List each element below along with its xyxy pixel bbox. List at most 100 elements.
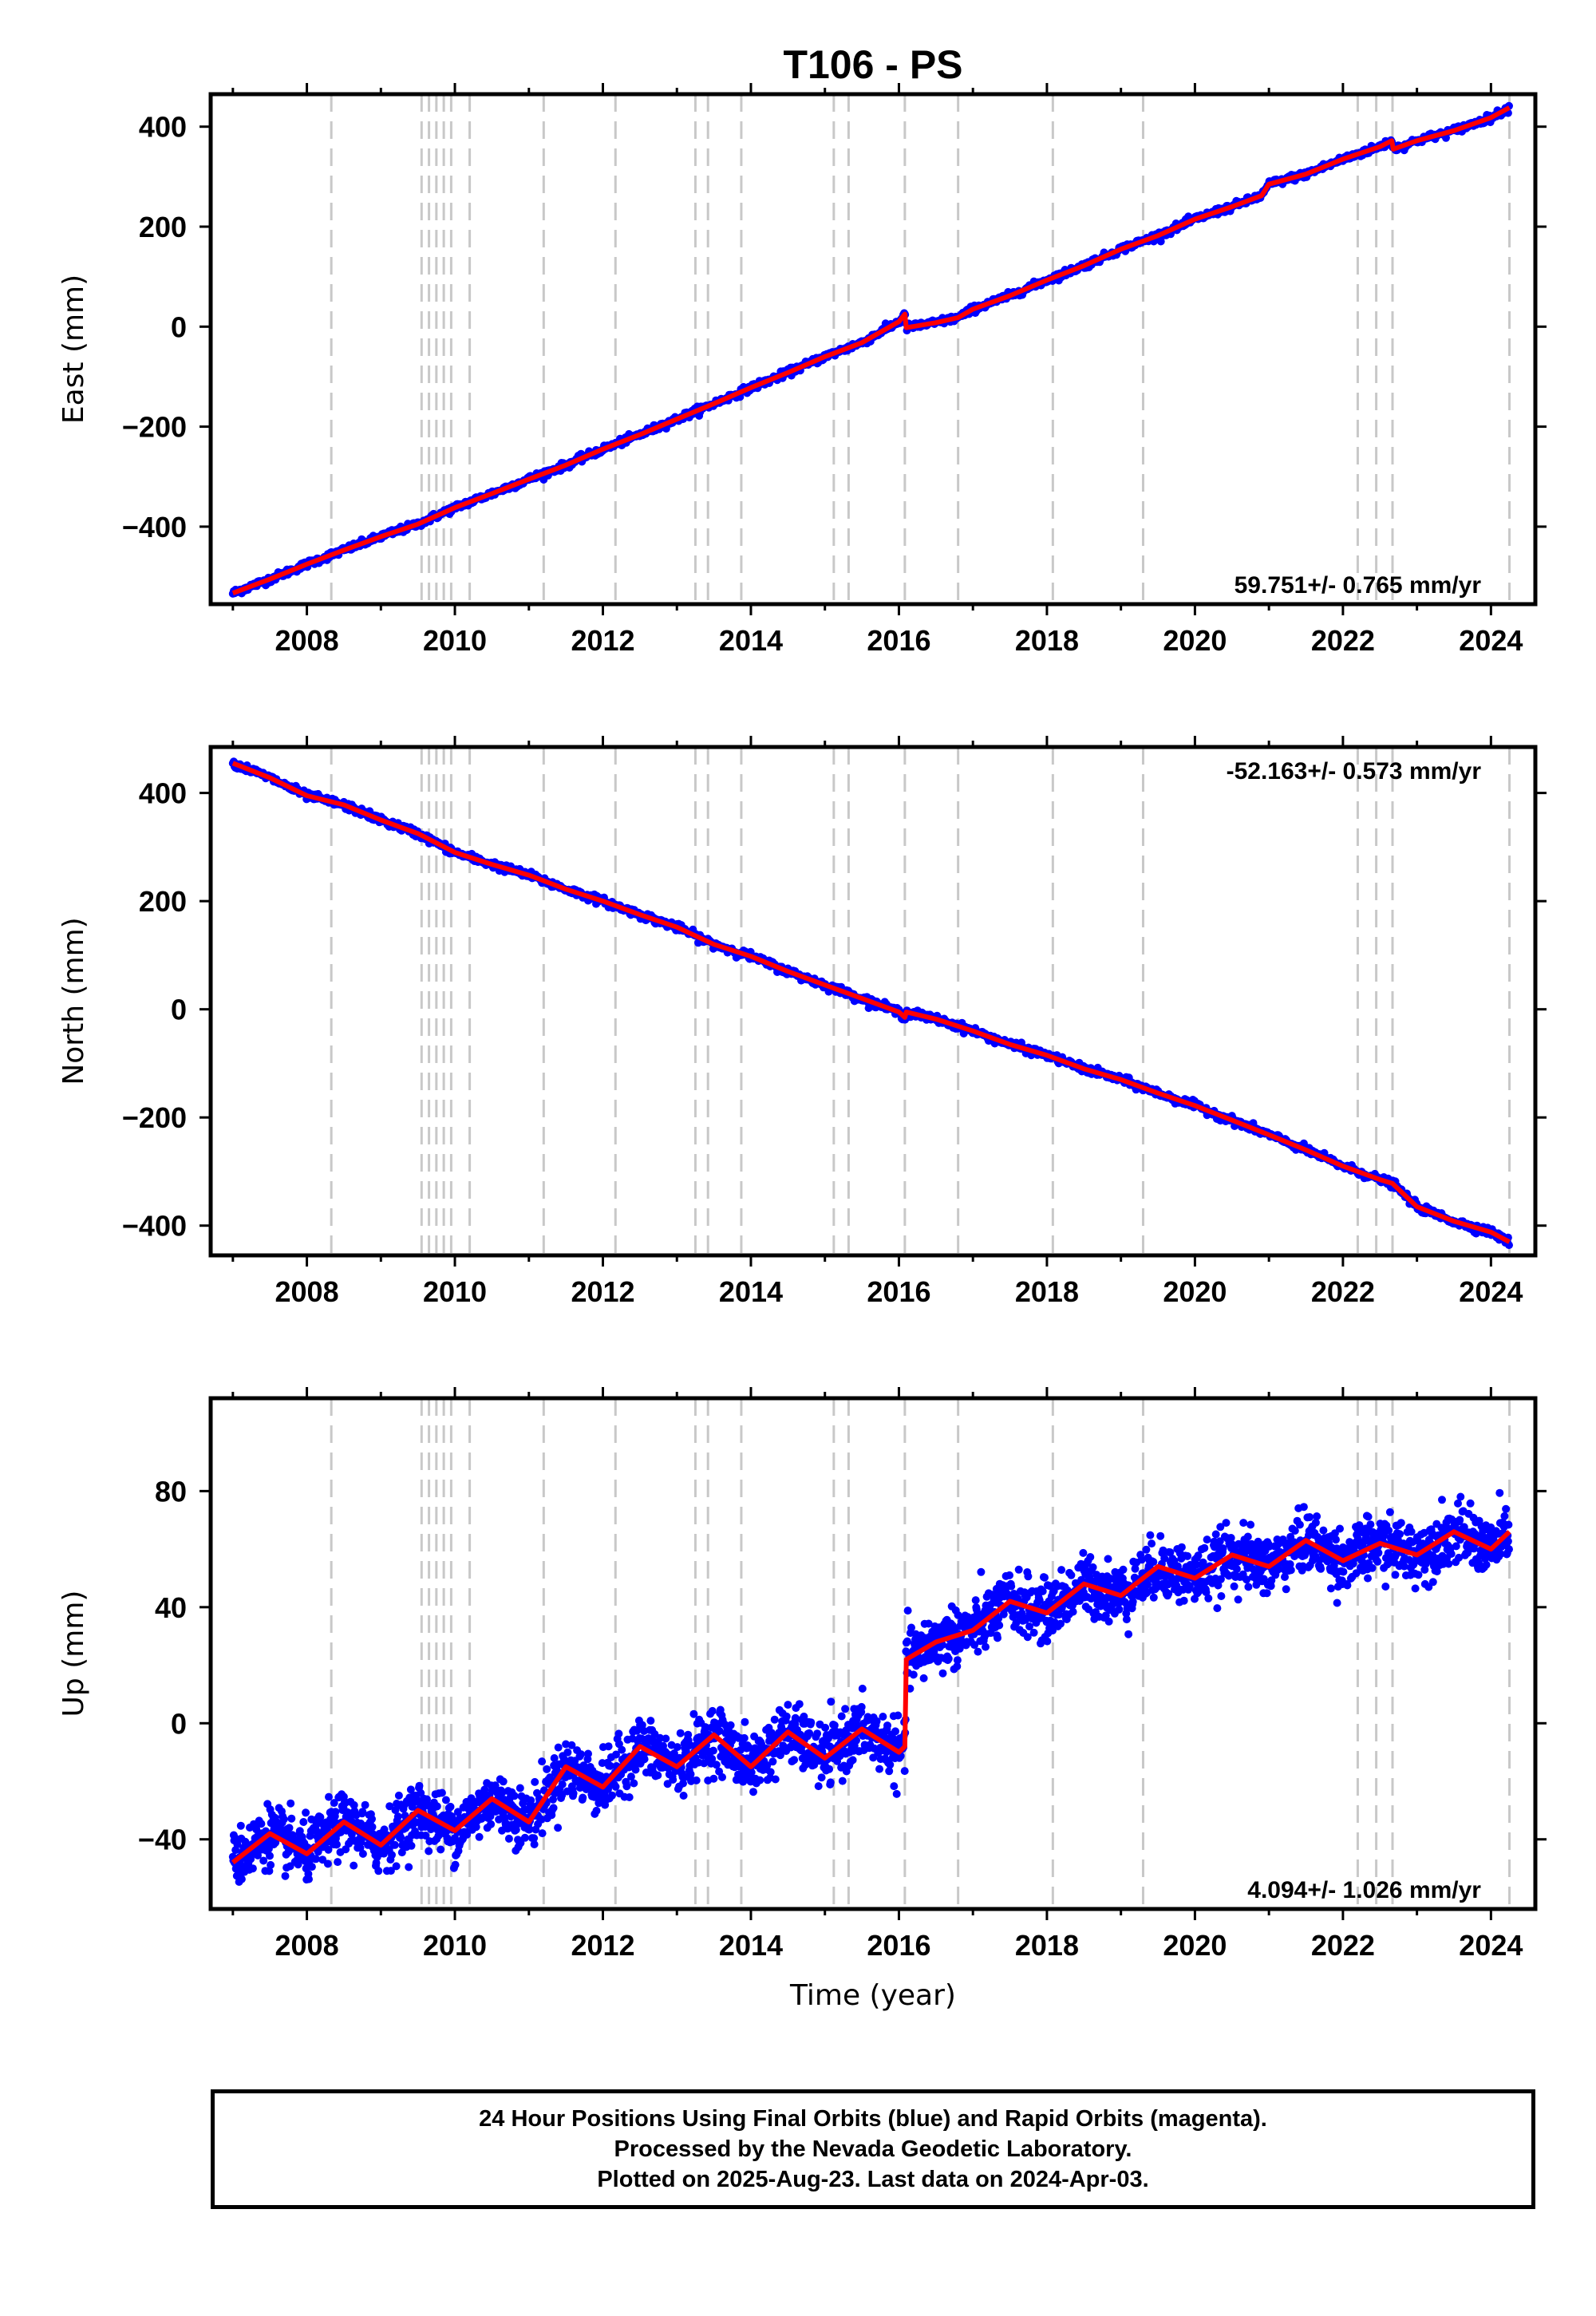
x-tick-label: 2024 [1459,624,1523,657]
data-point [475,1832,484,1841]
data-point [527,1796,535,1804]
plot-frame [208,745,1538,1258]
data-point [800,1712,808,1721]
data-point [577,1750,586,1759]
data-point [554,1824,563,1832]
data-point [982,1642,990,1651]
data-point [584,1749,592,1758]
data-point [814,1782,823,1791]
data-point [728,1737,737,1745]
data-point [830,1721,839,1729]
data-point [472,1823,480,1832]
data-point [257,1820,266,1828]
data-point [350,1861,358,1870]
x-tick-label: 2010 [423,1275,487,1308]
data-point [412,1818,421,1827]
y-axis-title: East (mm) [57,275,90,424]
data-point [825,1765,834,1773]
x-tick-label: 2014 [719,1275,783,1308]
data-point [302,1808,310,1817]
y-tick-label: 200 [139,211,187,243]
data-point [525,1825,534,1833]
data-point [516,1784,524,1792]
data-point [538,1757,547,1766]
data-point [324,1845,333,1854]
data-point [612,1750,620,1759]
data-point [325,1792,333,1801]
data-point [883,1721,891,1730]
data-point [1024,1572,1033,1581]
data-point [316,1813,325,1821]
data-point [388,1851,396,1860]
data-point [499,1777,508,1786]
x-tick-label: 2020 [1163,1275,1227,1308]
data-point [953,1656,962,1665]
data-point [618,1745,626,1754]
x-tick-label: 2016 [867,1275,930,1308]
data-point [640,1755,649,1764]
data-point [924,1619,933,1628]
data-point [247,1855,255,1863]
data-point [451,1860,460,1869]
data-point [385,1802,394,1811]
data-point [930,1647,938,1656]
data-point [701,1723,709,1732]
data-point [437,1788,446,1797]
y-tick-label: 400 [139,111,187,144]
data-point [766,1768,775,1777]
data-point [679,1779,687,1788]
data-point [768,1757,777,1766]
data-point [231,1834,239,1843]
data-point [745,1743,753,1752]
y-axis-title: North (mm) [57,917,90,1085]
data-point [630,1779,638,1788]
data-point [323,1860,332,1868]
data-point [995,1621,1004,1630]
data-point [305,1875,313,1883]
data-point [662,1734,670,1743]
x-tick-label: 2022 [1311,624,1375,657]
data-point [892,1789,901,1798]
data-point [858,1684,867,1693]
x-tick-label: 2010 [423,624,487,657]
y-tick-label: −400 [122,511,187,543]
data-point [1038,1587,1047,1595]
data-point [872,1717,881,1725]
data-point [857,1702,866,1711]
data-point [358,1849,367,1858]
data-point [236,1821,245,1830]
data-point [709,1774,718,1783]
data-point [287,1814,296,1823]
data-point [549,1804,558,1812]
data-point [1041,1573,1049,1582]
data-point [817,1773,826,1782]
data-point [807,1718,816,1727]
data-point [1067,1571,1076,1579]
data-point [380,1825,389,1834]
x-tick-label: 2020 [1163,624,1227,657]
data-point [531,1777,539,1786]
data-point [669,1776,678,1784]
data-point [1029,1628,1038,1637]
rate-label: 59.751+/- 0.765 mm/yr [1235,572,1482,599]
data-point [646,1717,655,1725]
data-point [441,1796,450,1804]
x-tick-label: 2008 [275,1275,339,1308]
data-point [903,1607,912,1615]
data-point [974,1647,982,1656]
data-point [784,1701,792,1709]
data-point [1025,1622,1033,1630]
model-line [231,105,1511,596]
data-point [397,1833,405,1842]
data-point [848,1756,857,1765]
data-point [358,1808,367,1816]
data-point [415,1781,424,1790]
data-point [740,1733,749,1742]
data-point [715,1726,724,1735]
data-point [266,1852,274,1860]
data-point [267,1860,275,1869]
data-point [1007,1582,1016,1591]
data-point [970,1641,979,1650]
data-point [392,1862,401,1871]
plot-area [228,1398,1513,1909]
